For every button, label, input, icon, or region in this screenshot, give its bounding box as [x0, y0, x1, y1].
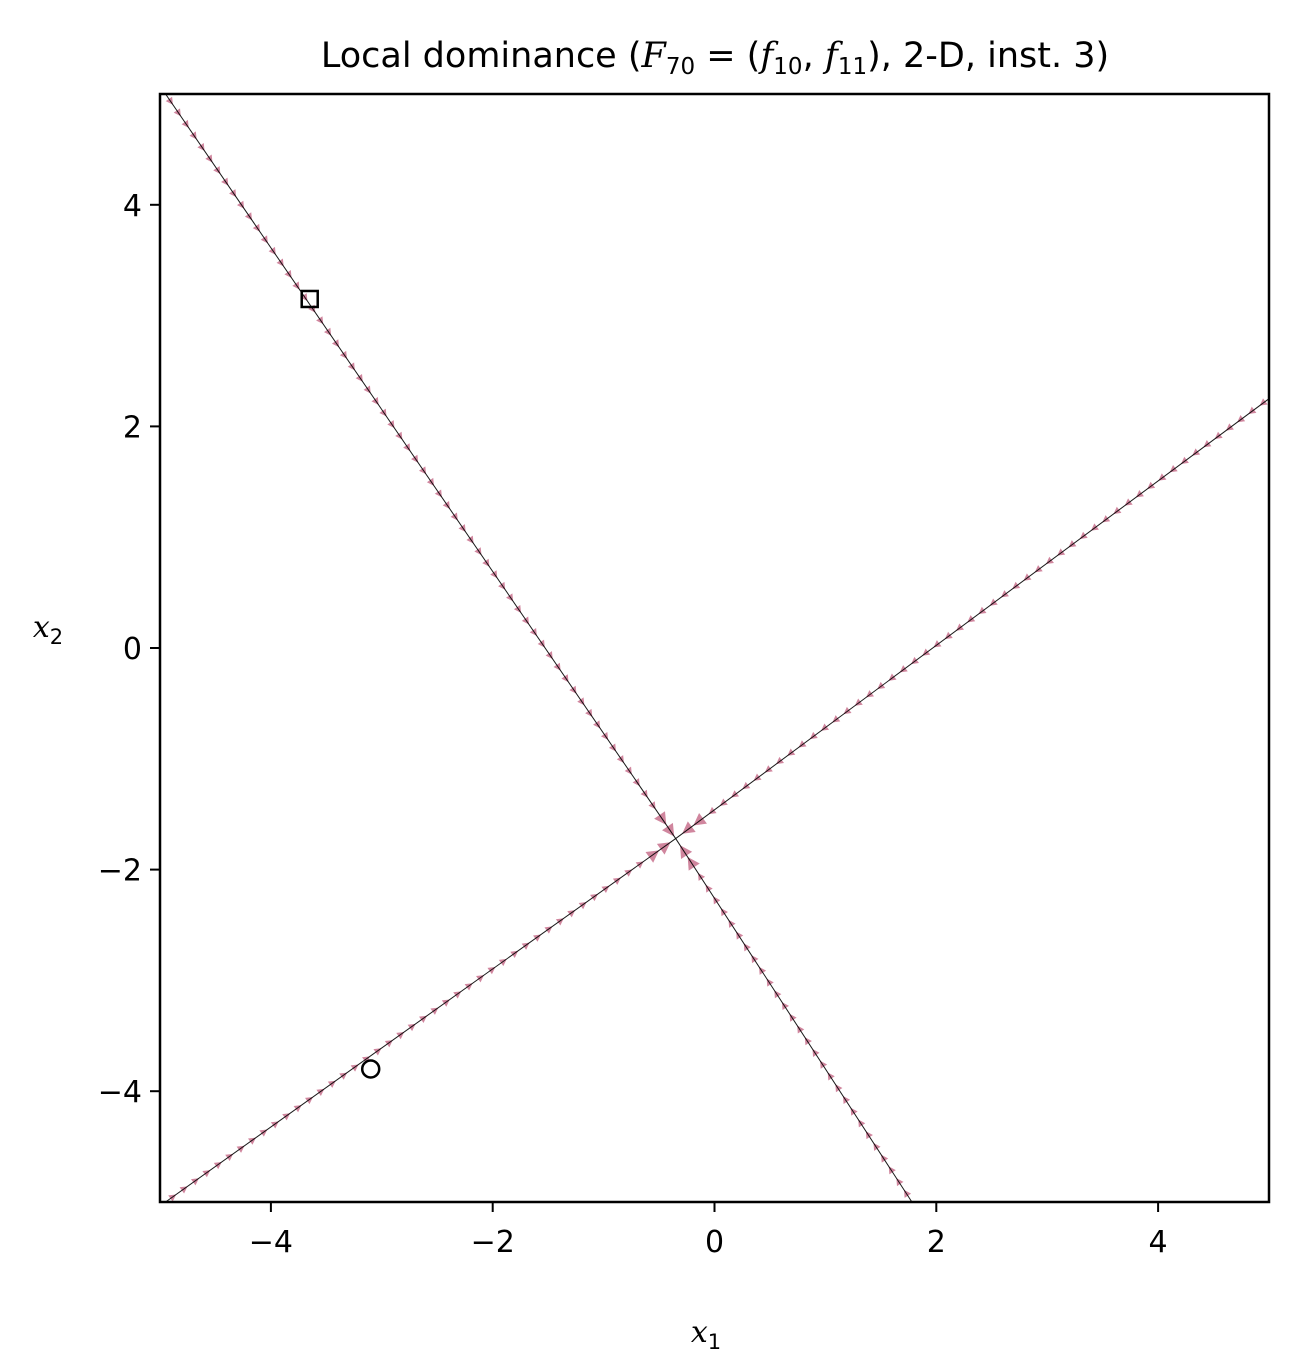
optimum-circle-marker [360, 1059, 381, 1079]
y-tick-label: −4 [98, 1075, 142, 1110]
plot-area [165, 94, 1269, 1202]
dominance-arrow [656, 842, 671, 855]
y-axis: −4 −2 0 2 4 [98, 189, 160, 1110]
plot-frame [158, 92, 1271, 1204]
efficient-set-line-2 [165, 398, 1269, 1202]
x-tick-label: −4 [249, 1225, 293, 1260]
chart-title: Local dominance (F70 = (f10, f11), 2-D, … [321, 36, 1109, 80]
y-tick-label: 2 [123, 410, 142, 445]
dominance-arrow [687, 857, 700, 871]
dominance-arrow [680, 845, 693, 859]
x-tick-label: −2 [471, 1225, 515, 1260]
dominance-arrow [654, 811, 667, 825]
x-tick-label: 0 [705, 1225, 724, 1260]
x-axis: −4 −2 0 2 4 [249, 1202, 1168, 1260]
optimum-square-marker [300, 289, 319, 309]
y-axis-label: x2 [33, 610, 63, 649]
dominance-arrow [645, 850, 660, 863]
y-tick-label: 0 [123, 632, 142, 667]
dominance-arrow [662, 822, 675, 837]
x-tick-label: 2 [927, 1225, 946, 1260]
series-lines [165, 94, 1269, 1202]
y-tick-label: 4 [123, 189, 142, 224]
y-tick-label: −2 [98, 854, 142, 889]
x-axis-label: x1 [691, 1315, 721, 1354]
x-tick-label: 4 [1149, 1225, 1168, 1260]
efficient-set-line-1 [165, 94, 913, 1202]
dominance-arrows [165, 96, 1268, 1202]
